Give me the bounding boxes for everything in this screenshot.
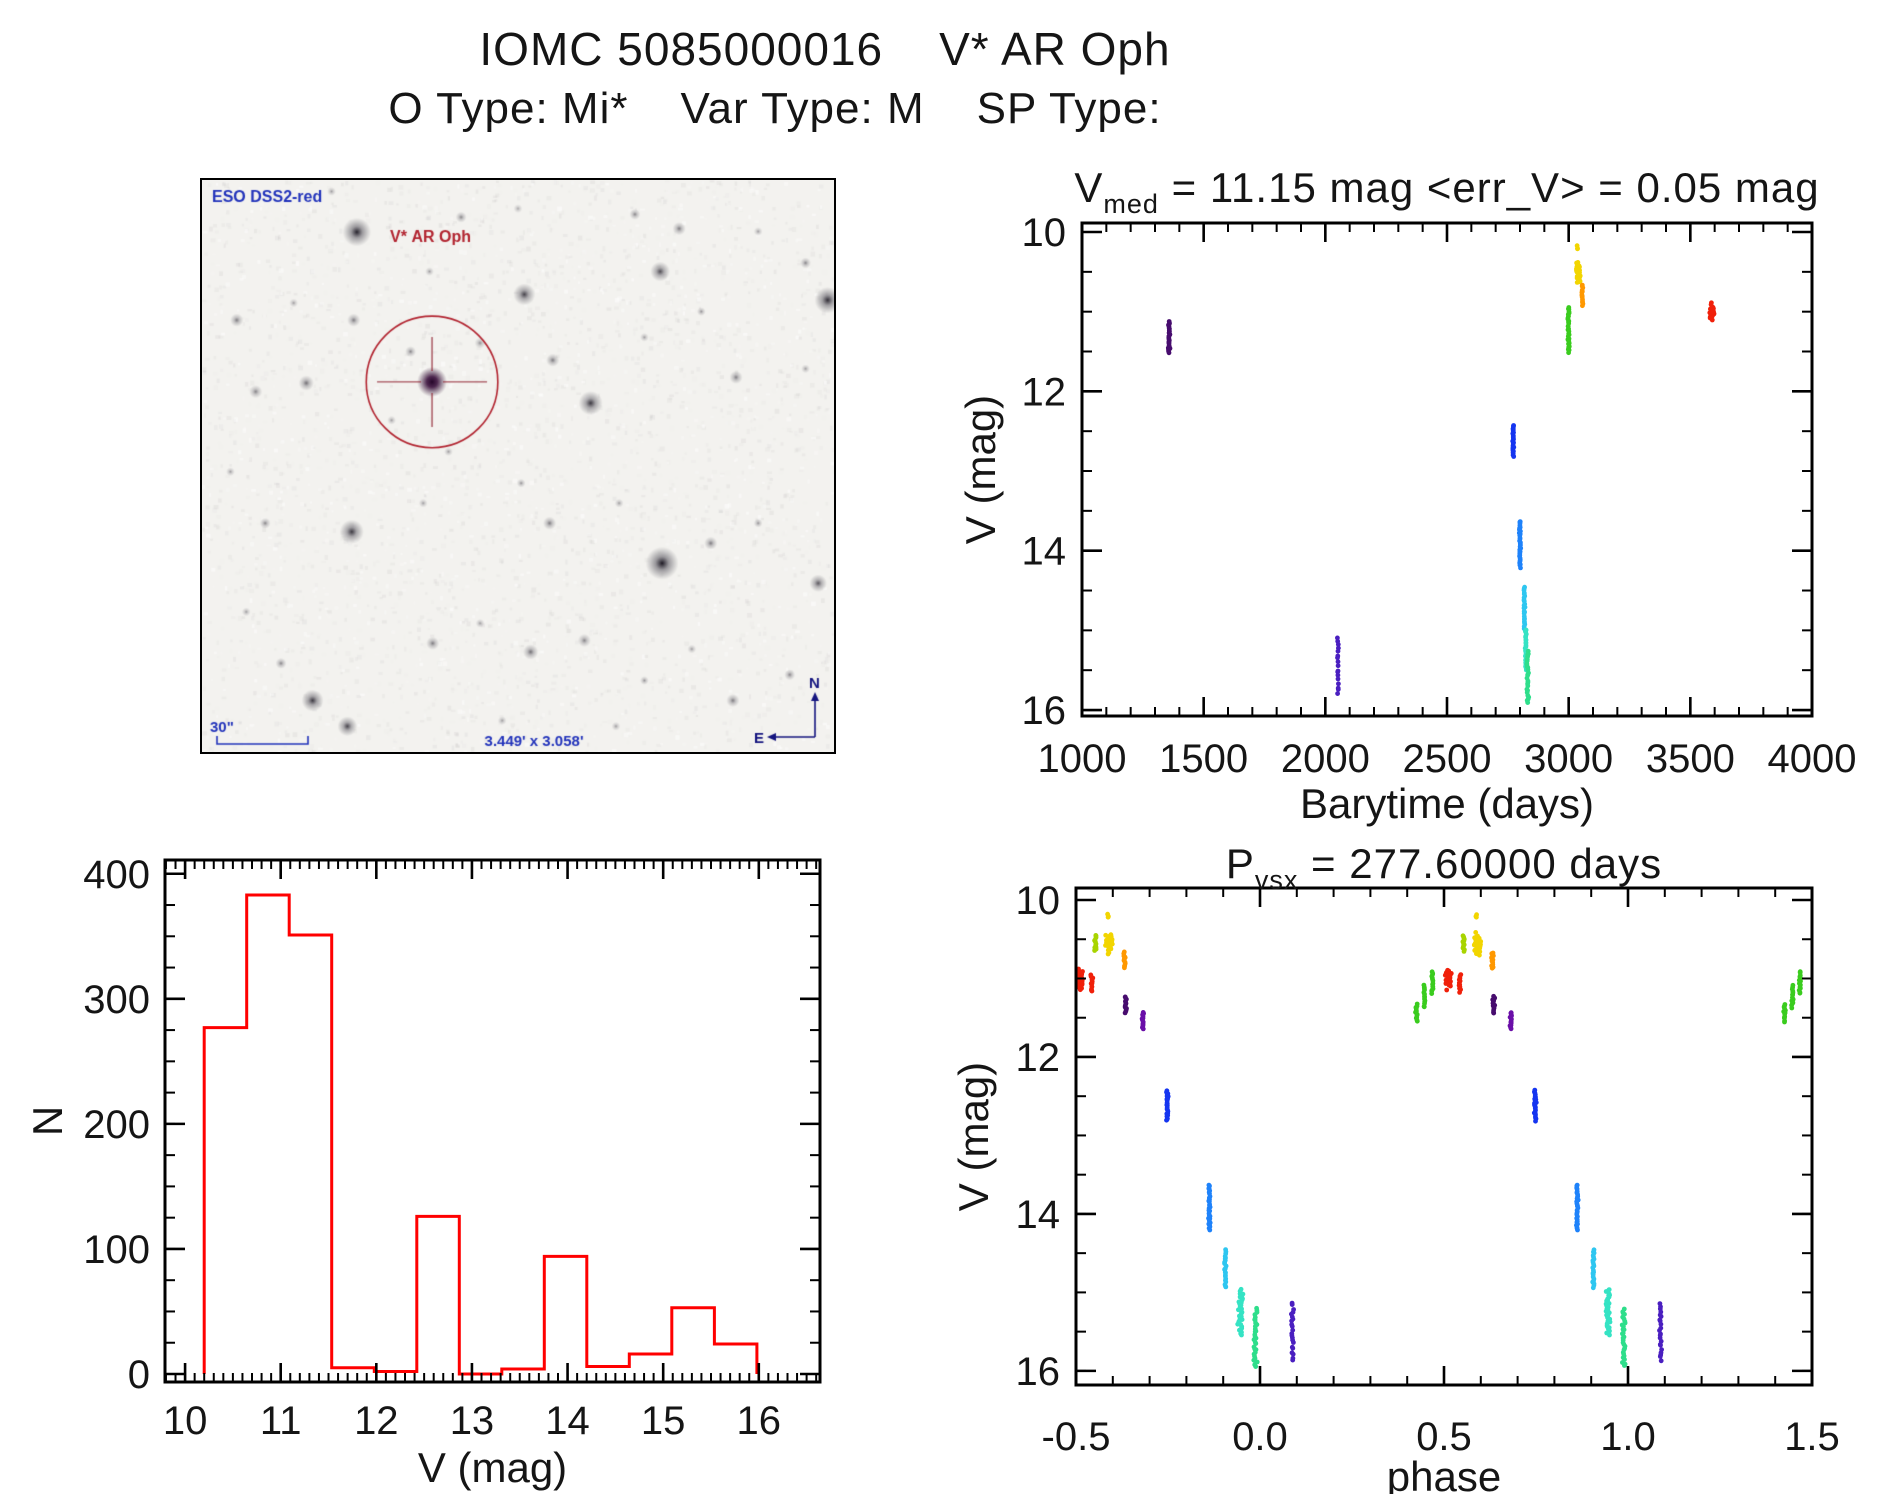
svg-text:14: 14 bbox=[1022, 530, 1067, 574]
svg-text:400: 400 bbox=[83, 853, 150, 897]
svg-text:300: 300 bbox=[83, 978, 150, 1022]
spectral-type-text: SP Type: bbox=[976, 84, 1162, 133]
page-title: IOMC 5085000016 V* AR Oph bbox=[0, 22, 1650, 76]
object-type-text: O Type: Mi* bbox=[388, 84, 629, 133]
svg-text:phase: phase bbox=[1387, 1453, 1501, 1494]
svg-text:N: N bbox=[24, 1106, 71, 1136]
svg-text:-0.5: -0.5 bbox=[1042, 1415, 1111, 1459]
svg-text:13: 13 bbox=[450, 1399, 495, 1443]
svg-text:4000: 4000 bbox=[1768, 737, 1857, 781]
svg-text:1000: 1000 bbox=[1038, 737, 1127, 781]
svg-text:V (mag): V (mag) bbox=[957, 395, 1004, 544]
svg-text:3000: 3000 bbox=[1524, 737, 1613, 781]
svg-text:16: 16 bbox=[737, 1399, 782, 1443]
svg-text:10: 10 bbox=[1016, 879, 1061, 923]
svg-text:3500: 3500 bbox=[1646, 737, 1735, 781]
svg-text:14: 14 bbox=[545, 1399, 590, 1443]
source-id-text: IOMC 5085000016 bbox=[479, 23, 884, 75]
svg-text:1500: 1500 bbox=[1159, 737, 1248, 781]
svg-text:0.0: 0.0 bbox=[1232, 1415, 1288, 1459]
svg-text:V (mag): V (mag) bbox=[418, 1444, 567, 1491]
svg-text:200: 200 bbox=[83, 1103, 150, 1147]
svg-text:Vmed = 11.15 mag <err_V> = 0.0: Vmed = 11.15 mag <err_V> = 0.05 mag bbox=[1074, 164, 1819, 219]
svg-text:0.5: 0.5 bbox=[1416, 1415, 1472, 1459]
star-name-text: V* AR Oph bbox=[939, 23, 1171, 75]
svg-text:V (mag): V (mag) bbox=[950, 1062, 997, 1211]
svg-text:10: 10 bbox=[163, 1399, 208, 1443]
variable-type-text: Var Type: M bbox=[680, 84, 925, 133]
svg-text:12: 12 bbox=[1022, 370, 1067, 414]
svg-text:12: 12 bbox=[1016, 1036, 1061, 1080]
svg-text:12: 12 bbox=[354, 1399, 399, 1443]
magnitude-histogram-plot: 10 11 12 13 14 15 16 0 100 200 300 400 V (mag) N bbox=[24, 853, 822, 1491]
svg-text:10: 10 bbox=[1022, 211, 1067, 255]
barytime-plot: 1000 1500 2000 2500 3000 3500 4000 10 12 14 16 Bary… bbox=[957, 164, 1856, 827]
svg-text:15: 15 bbox=[641, 1399, 686, 1443]
svg-text:Pvsx = 277.60000 days: Pvsx = 277.60000 days bbox=[1226, 840, 1662, 895]
svg-text:Barytime (days): Barytime (days) bbox=[1300, 780, 1594, 827]
svg-text:0: 0 bbox=[128, 1353, 150, 1397]
svg-text:16: 16 bbox=[1016, 1350, 1061, 1394]
phase-plot: -0.5 0.0 0.5 1.0 1.5 10 12 14 16 phase V (mag) Pvsx… bbox=[950, 840, 1840, 1494]
svg-text:11: 11 bbox=[260, 1399, 302, 1443]
svg-text:2500: 2500 bbox=[1403, 737, 1492, 781]
svg-text:1.0: 1.0 bbox=[1600, 1415, 1656, 1459]
svg-text:1.5: 1.5 bbox=[1784, 1415, 1840, 1459]
svg-text:2000: 2000 bbox=[1281, 737, 1370, 781]
page-subtitle: O Type: Mi* Var Type: M SP Type: bbox=[0, 84, 1550, 134]
svg-text:100: 100 bbox=[83, 1228, 150, 1272]
svg-text:16: 16 bbox=[1022, 689, 1067, 733]
sky-finder-image bbox=[200, 178, 836, 754]
svg-text:14: 14 bbox=[1016, 1193, 1061, 1237]
